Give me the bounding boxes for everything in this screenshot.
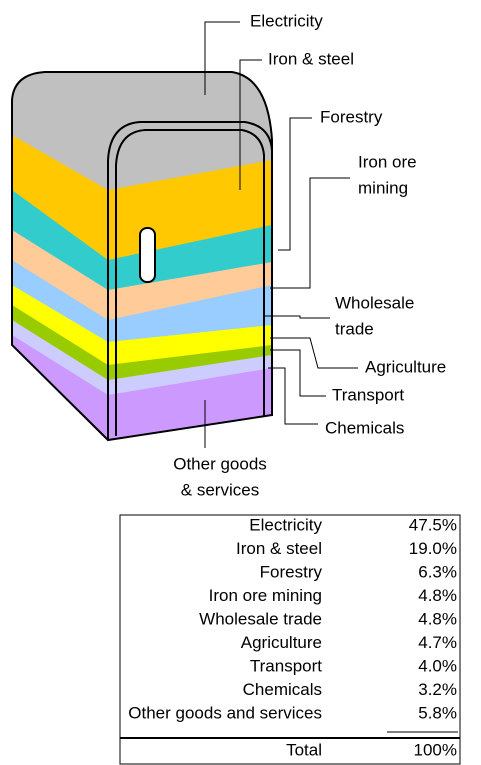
fridge-label: Wholesale bbox=[335, 293, 414, 312]
total-label: Total bbox=[286, 740, 322, 759]
row-value: 5.8% bbox=[418, 703, 457, 722]
row-label: Other goods and services bbox=[128, 703, 322, 722]
row-label: Chemicals bbox=[243, 680, 322, 699]
fridge-label: mining bbox=[358, 178, 408, 197]
total-value: 100% bbox=[414, 740, 457, 759]
row-label: Forestry bbox=[260, 562, 323, 581]
row-value: 4.7% bbox=[418, 633, 457, 652]
row-label: Transport bbox=[250, 656, 322, 675]
row-value: 19.0% bbox=[409, 539, 457, 558]
fridge-label: Electricity bbox=[250, 11, 323, 30]
row-label: Electricity bbox=[249, 515, 322, 534]
fridge-label: Chemicals bbox=[325, 418, 404, 437]
row-label: Agriculture bbox=[241, 633, 322, 652]
row-value: 3.2% bbox=[418, 680, 457, 699]
table-text: Electricity 47.5% Iron & steel 19.0% Forestr… bbox=[128, 515, 457, 759]
fridge-label: trade bbox=[335, 319, 374, 338]
row-label: Iron ore mining bbox=[209, 586, 322, 605]
fridge-label: Agriculture bbox=[365, 357, 446, 376]
row-value: 4.0% bbox=[418, 656, 457, 675]
fridge-label: Transport bbox=[332, 385, 404, 404]
fridge-label: Iron & steel bbox=[268, 49, 354, 68]
fridge-label: Other goods bbox=[173, 454, 267, 473]
row-value: 47.5% bbox=[409, 515, 457, 534]
row-label: Iron & steel bbox=[236, 539, 322, 558]
row-value: 4.8% bbox=[418, 586, 457, 605]
fridge-label: & services bbox=[181, 480, 259, 499]
row-value: 6.3% bbox=[418, 562, 457, 581]
row-label: Wholesale trade bbox=[199, 609, 322, 628]
fridge-label: Iron ore bbox=[358, 152, 417, 171]
fridge-label: Forestry bbox=[320, 107, 383, 126]
row-value: 4.8% bbox=[418, 609, 457, 628]
infographic: Electricity Iron & steel Forestry Iron ore m… bbox=[0, 0, 481, 765]
